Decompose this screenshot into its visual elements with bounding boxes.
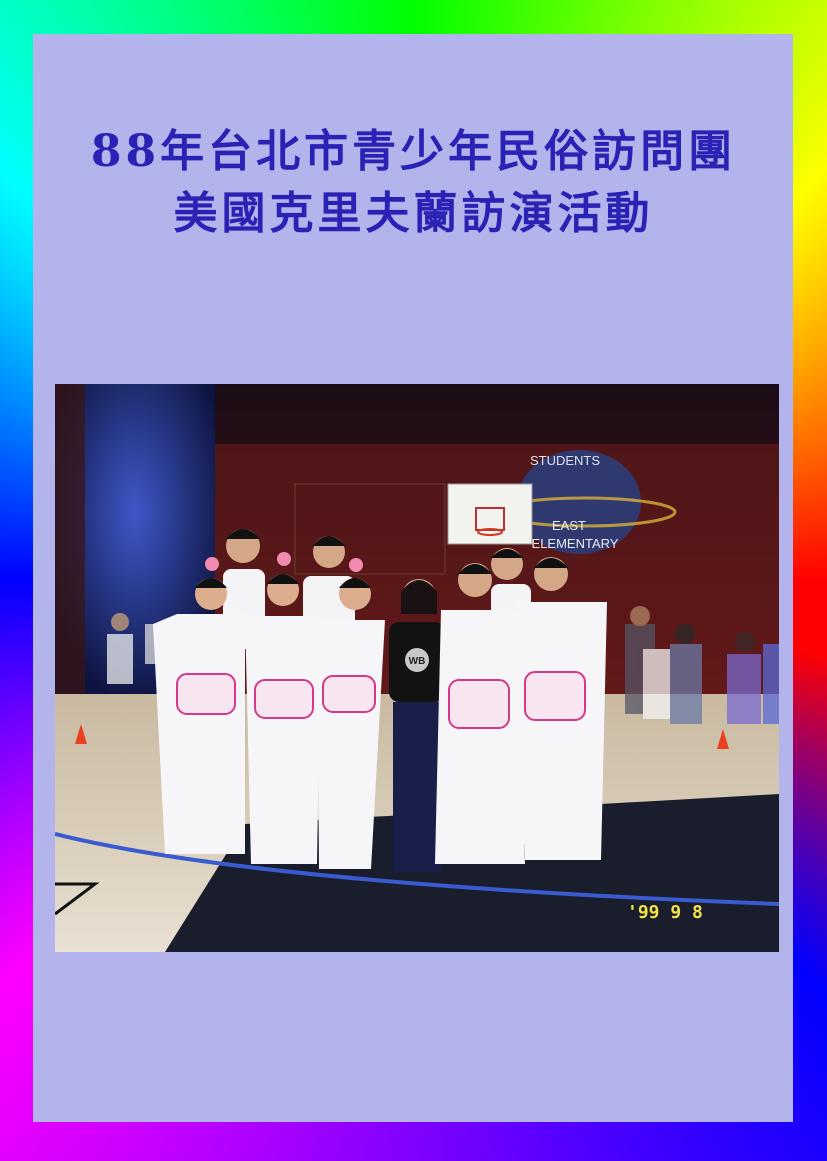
traffic-cone bbox=[717, 729, 729, 749]
poster-title-line2: 美國克里夫蘭訪演活動 bbox=[173, 188, 654, 239]
sign-text-students: STUDENTS bbox=[530, 453, 600, 468]
group-photo: STUDENTS EAST ELEMENTARY bbox=[55, 384, 779, 952]
teacher-figure: WB bbox=[389, 579, 445, 872]
school-sign bbox=[517, 450, 641, 554]
poster-title-line1: 88年台北市青少年民俗訪問團 bbox=[90, 126, 737, 177]
dark-court-area bbox=[165, 794, 779, 952]
performers-group: WB bbox=[153, 529, 607, 872]
photo-date-stamp: '99 9 8 bbox=[627, 902, 703, 923]
background-children bbox=[107, 606, 779, 724]
shirt-logo: WB bbox=[409, 656, 426, 667]
sign-text-elementary: ELEMENTARY bbox=[532, 536, 619, 551]
traffic-cone bbox=[75, 724, 87, 744]
sign-text-east: EAST bbox=[552, 518, 586, 533]
basketball-hoop bbox=[477, 528, 503, 536]
